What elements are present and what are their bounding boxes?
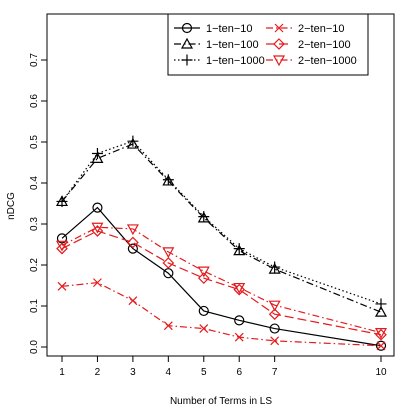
series-2: [56, 135, 387, 310]
series-4: [56, 225, 387, 341]
x-tick-label: 4: [166, 367, 172, 378]
data-point: [234, 315, 245, 326]
series-5: [55, 222, 388, 339]
data-point: [127, 236, 139, 249]
x-tick-label: 7: [272, 367, 278, 378]
data-point: [374, 305, 388, 317]
series-layer: [55, 135, 388, 351]
data-point: [91, 222, 104, 234]
x-axis: 1 2 3 4 5 6 7 10: [59, 355, 387, 378]
data-point: [162, 257, 175, 269]
y-axis: 0.0 0.1 0.2 0.3 0.4 0.5 0.6 0.7: [29, 53, 48, 354]
data-point: [128, 296, 138, 306]
legend: 1−ten−10 1−ten−100 1−ten−1000 2−ten−10 2−ten…: [167, 13, 369, 76]
series-line: [61, 230, 382, 336]
data-point: [127, 243, 138, 254]
legend-box: [167, 13, 369, 76]
legend-label: 2−ten−10: [298, 23, 345, 35]
legend-marker: [180, 37, 194, 49]
x-tick-label: 1: [59, 367, 65, 378]
legend-marker: [272, 55, 286, 67]
y-tick-label: 0.2: [29, 258, 40, 272]
legend-item: 2−ten−1000: [266, 55, 357, 67]
data-point: [374, 328, 388, 339]
legend-label: 1−ten−100: [206, 39, 259, 51]
series-line: [61, 226, 382, 334]
data-point: [198, 211, 210, 223]
data-point: [375, 328, 387, 341]
y-tick-label: 0.4: [29, 176, 40, 190]
data-point: [268, 300, 281, 312]
legend-marker: [273, 38, 285, 50]
data-point: [233, 283, 246, 296]
y-tick-label: 0.6: [29, 94, 40, 108]
data-point: [57, 281, 67, 291]
y-tick-label: 0.7: [29, 53, 40, 67]
y-tick-label: 0.1: [29, 299, 40, 313]
x-tick-label: 2: [95, 367, 101, 378]
data-point: [269, 323, 280, 334]
data-point: [375, 340, 387, 351]
x-tick-label: 6: [236, 367, 242, 378]
data-point: [56, 195, 68, 207]
y-tick-label: 0.5: [29, 135, 40, 149]
data-point: [197, 266, 210, 278]
legend-item: 1−ten−10: [174, 22, 253, 35]
legend-marker: [181, 54, 193, 66]
data-point: [234, 332, 244, 342]
data-point: [233, 243, 245, 255]
legend-label: 1−ten−10: [206, 23, 253, 35]
legend-item: 1−ten−100: [174, 37, 259, 51]
series-line: [61, 143, 382, 313]
data-point: [163, 321, 173, 331]
data-point: [197, 272, 210, 284]
data-point: [162, 247, 175, 259]
y-axis-title: nDCG: [6, 192, 17, 220]
x-axis-title: Number of Terms in LS: [170, 396, 272, 407]
legend-marker: [181, 22, 193, 34]
series-1: [55, 137, 388, 317]
data-point: [376, 341, 386, 351]
series-line: [61, 206, 382, 347]
data-point: [126, 224, 139, 236]
legend-marker: [274, 23, 284, 33]
legend-item: 2−ten−100: [266, 38, 351, 51]
legend-label: 2−ten−1000: [298, 55, 357, 67]
data-point: [268, 262, 281, 274]
series-3: [57, 278, 386, 351]
data-point: [233, 282, 246, 294]
series-line: [61, 282, 382, 347]
data-point: [268, 308, 281, 321]
data-point: [92, 202, 103, 213]
series-0: [56, 202, 387, 351]
x-tick-label: 10: [375, 367, 387, 378]
x-tick-label: 5: [201, 367, 207, 378]
y-tick-label: 0.0: [29, 340, 40, 354]
data-point: [56, 242, 68, 255]
data-point: [270, 336, 280, 346]
legend-item: 1−ten−1000: [174, 54, 265, 67]
data-point: [91, 152, 104, 163]
x-tick-label: 3: [130, 367, 136, 378]
data-point: [91, 147, 103, 159]
data-point: [127, 135, 139, 147]
legend-label: 2−ten−100: [298, 39, 351, 51]
data-point: [162, 174, 174, 186]
legend-label: 1−ten−1000: [206, 55, 265, 67]
data-point: [375, 298, 387, 310]
data-point: [233, 244, 246, 256]
y-tick-label: 0.3: [29, 217, 40, 231]
data-point: [55, 240, 69, 252]
data-point: [199, 324, 209, 333]
data-point: [93, 278, 102, 288]
legend-item: 2−ten−10: [266, 23, 345, 35]
data-point: [198, 305, 209, 317]
data-point: [269, 261, 281, 273]
